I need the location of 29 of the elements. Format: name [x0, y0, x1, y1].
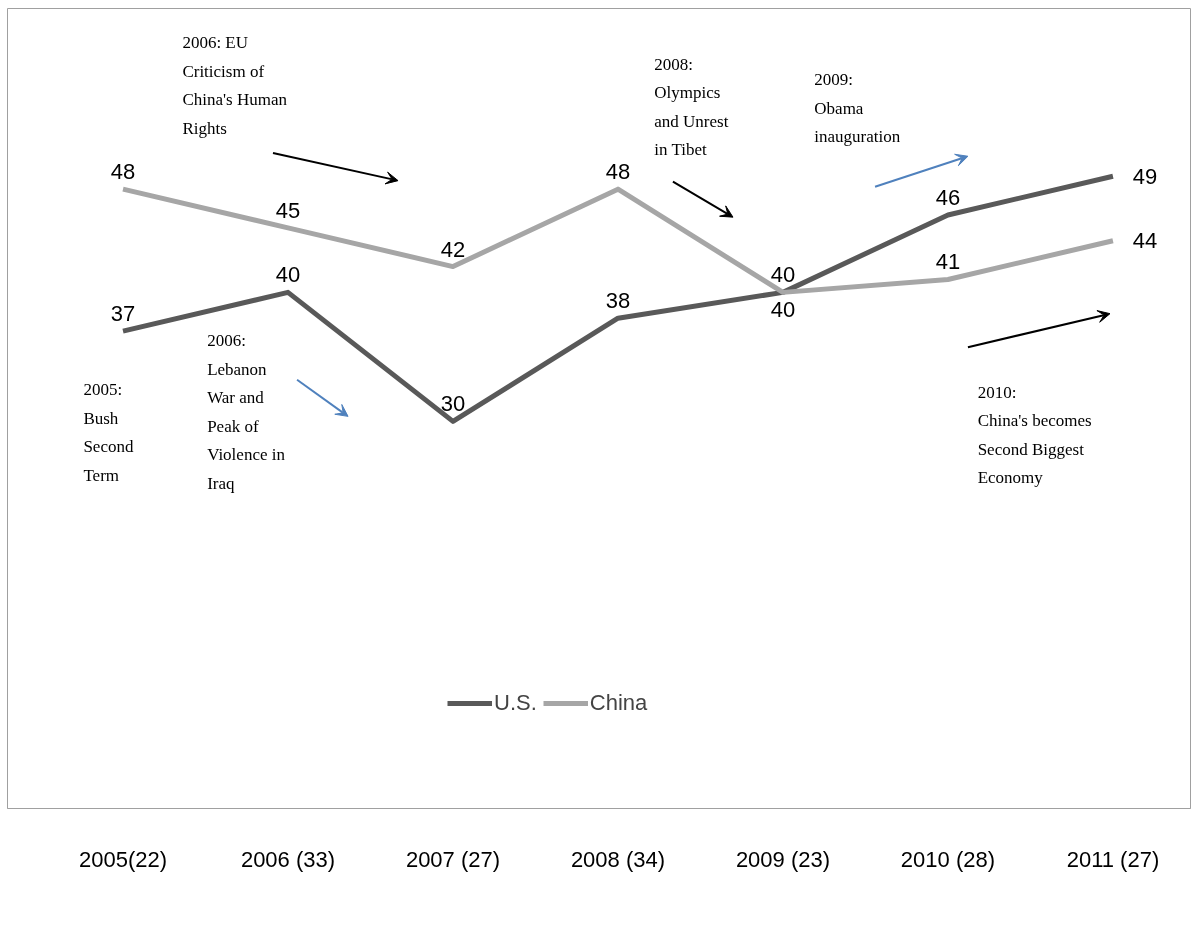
x-tick-label: 2007 (27) — [405, 846, 501, 872]
x-tick-label: 2008 (34) — [570, 846, 666, 872]
x-tick-label: 2006 (33) — [240, 846, 336, 872]
data-label: 46 — [935, 184, 961, 210]
data-label: 40 — [770, 297, 796, 323]
annotation: 2006: EU Criticism of China's Human Rights — [182, 33, 288, 138]
data-label: 41 — [935, 249, 961, 275]
annotation: 2010: China's becomes Second Biggest Economy — [977, 382, 1092, 488]
data-label: 45 — [275, 197, 301, 223]
x-tick-label: 2009 (23) — [735, 846, 831, 872]
annotation: 2009: Obama inauguration — [814, 70, 901, 147]
x-tick-label: 2010 (28) — [900, 846, 996, 872]
data-label: 30 — [440, 391, 466, 417]
data-label: 48 — [605, 159, 631, 185]
annotation: 2005: Bush Second Term — [83, 380, 134, 485]
data-label: 44 — [1132, 228, 1158, 254]
annotation: 2006: Lebanon War and Peak of Violence in Iraq — [207, 331, 286, 493]
x-tick-label: 2005(22) — [78, 846, 168, 872]
data-label: 40 — [770, 262, 796, 288]
data-label: 42 — [440, 236, 466, 262]
legend-label: China — [589, 690, 648, 716]
x-tick-label: 2011 (27) — [1066, 846, 1160, 872]
data-label: 37 — [110, 301, 136, 327]
legend-label: U.S. — [494, 690, 537, 716]
data-label: 38 — [605, 288, 631, 314]
data-label: 49 — [1132, 163, 1158, 189]
annotation: 2008: Olympics and Unrest in Tibet — [654, 54, 729, 160]
data-label: 40 — [275, 262, 301, 288]
data-label: 48 — [110, 159, 136, 185]
